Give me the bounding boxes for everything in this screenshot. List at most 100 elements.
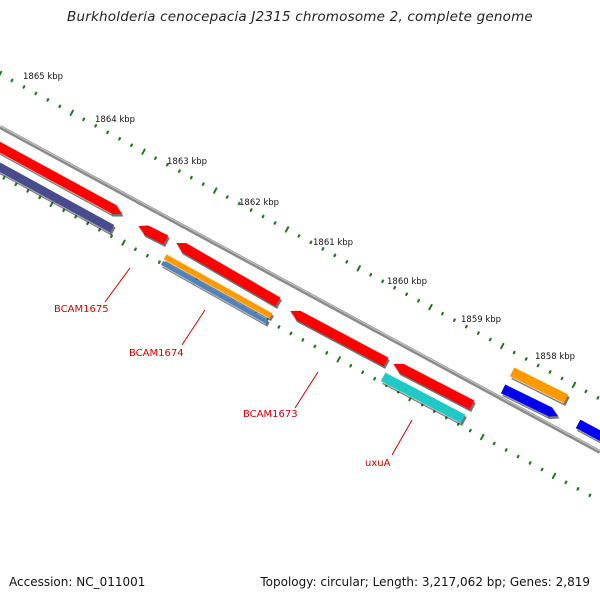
gene-blue-right bbox=[500, 384, 560, 420]
minor-tick bbox=[333, 253, 337, 258]
minor-tick bbox=[301, 338, 305, 342]
minor-tick bbox=[86, 221, 90, 226]
minor-tick bbox=[488, 337, 492, 342]
minor-tick bbox=[74, 215, 78, 219]
minor-tick bbox=[82, 117, 86, 122]
label-pointer-bcam1675 bbox=[104, 267, 131, 303]
minor-tick bbox=[177, 169, 181, 173]
minor-tick bbox=[584, 389, 588, 394]
minor-tick bbox=[297, 234, 301, 238]
minor-tick bbox=[110, 234, 114, 239]
scale-label: 1858 kbp bbox=[535, 352, 575, 362]
major-tick bbox=[141, 148, 146, 155]
minor-tick bbox=[576, 487, 580, 491]
major-tick bbox=[356, 265, 361, 272]
minor-tick bbox=[524, 357, 528, 361]
minor-tick bbox=[189, 175, 193, 180]
minor-tick bbox=[225, 195, 229, 199]
minor-tick bbox=[309, 240, 313, 245]
scale-label: 1861 kbp bbox=[313, 238, 353, 248]
gene-features bbox=[0, 141, 600, 444]
minor-tick bbox=[588, 493, 592, 498]
minor-tick bbox=[98, 227, 102, 232]
minor-tick bbox=[237, 201, 241, 206]
minor-tick bbox=[14, 182, 18, 187]
scale-label: 1859 kbp bbox=[461, 315, 501, 325]
minor-tick bbox=[349, 363, 353, 368]
minor-tick bbox=[361, 370, 365, 375]
minor-tick bbox=[504, 448, 508, 452]
major-tick bbox=[428, 303, 433, 311]
scale-label: 1864 kbp bbox=[95, 115, 135, 125]
minor-tick bbox=[564, 480, 568, 485]
gene-label-bcam1673: BCAM1673 bbox=[243, 409, 298, 420]
major-tick bbox=[551, 472, 557, 480]
minor-tick bbox=[34, 91, 38, 96]
scale-label: 1863 kbp bbox=[167, 157, 207, 167]
minor-tick bbox=[62, 208, 66, 213]
cds-small-red bbox=[137, 225, 170, 247]
scale-tick-track-outer bbox=[0, 70, 600, 400]
minor-tick bbox=[369, 272, 373, 277]
minor-tick bbox=[277, 325, 281, 329]
minor-tick bbox=[381, 279, 385, 284]
minor-tick bbox=[201, 182, 205, 186]
minor-tick bbox=[133, 247, 137, 252]
cds-bcam1674 bbox=[175, 242, 283, 309]
minor-tick bbox=[313, 344, 317, 349]
minor-tick bbox=[273, 221, 277, 225]
scale-label: 1862 kbp bbox=[239, 198, 279, 208]
minor-tick bbox=[261, 214, 265, 219]
minor-tick bbox=[153, 156, 157, 161]
minor-tick bbox=[373, 376, 377, 381]
accession-text: Accession: NC_011001 bbox=[9, 575, 146, 589]
gene-bcam1674-blue bbox=[160, 260, 270, 327]
minor-tick bbox=[405, 292, 409, 297]
minor-tick bbox=[157, 260, 161, 264]
gene-bcam1674-orange bbox=[163, 254, 274, 322]
gene-label-bcam1674: BCAM1674 bbox=[129, 348, 184, 359]
genome-summary-text: Topology: circular; Length: 3,217,062 bp… bbox=[260, 575, 590, 589]
cds-bcam1675 bbox=[0, 141, 124, 217]
minor-tick bbox=[94, 124, 98, 128]
major-tick bbox=[480, 433, 485, 441]
minor-tick bbox=[130, 143, 134, 148]
cds-bcam1673 bbox=[289, 310, 390, 369]
major-tick bbox=[571, 381, 577, 389]
minor-tick bbox=[58, 104, 62, 109]
genome-backbone bbox=[0, 125, 600, 454]
minor-tick bbox=[548, 370, 552, 374]
gene-label-bcam1675: BCAM1675 bbox=[54, 304, 109, 315]
minor-tick bbox=[325, 351, 329, 355]
major-tick bbox=[213, 187, 218, 194]
scale-label: 1865 kbp bbox=[23, 72, 63, 82]
gene-uxua bbox=[380, 372, 467, 426]
minor-tick bbox=[106, 130, 110, 135]
minor-tick bbox=[10, 78, 14, 83]
gene-blue-edge bbox=[575, 419, 600, 444]
major-tick bbox=[69, 109, 74, 117]
minor-tick bbox=[596, 396, 600, 400]
minor-tick bbox=[536, 363, 540, 368]
minor-tick bbox=[145, 253, 149, 258]
cds-uxua bbox=[392, 363, 476, 412]
label-pointer-bcam1673 bbox=[294, 371, 319, 409]
gene-bcam1675 bbox=[0, 162, 116, 236]
minor-tick bbox=[417, 298, 421, 303]
minor-tick bbox=[321, 247, 325, 251]
minor-tick bbox=[345, 260, 349, 264]
gene-label-uxua: uxuA bbox=[365, 458, 391, 469]
minor-tick bbox=[46, 98, 50, 102]
minor-tick bbox=[528, 461, 532, 465]
minor-tick bbox=[540, 467, 544, 472]
minor-tick bbox=[512, 350, 516, 355]
minor-tick bbox=[440, 311, 444, 316]
minor-tick bbox=[2, 176, 6, 180]
minor-tick bbox=[22, 85, 26, 89]
major-tick bbox=[284, 226, 290, 233]
map-title: Burkholderia cenocepacia J2315 chromosom… bbox=[67, 9, 533, 25]
minor-tick bbox=[249, 208, 253, 212]
minor-tick bbox=[468, 428, 472, 433]
major-tick bbox=[500, 342, 505, 350]
